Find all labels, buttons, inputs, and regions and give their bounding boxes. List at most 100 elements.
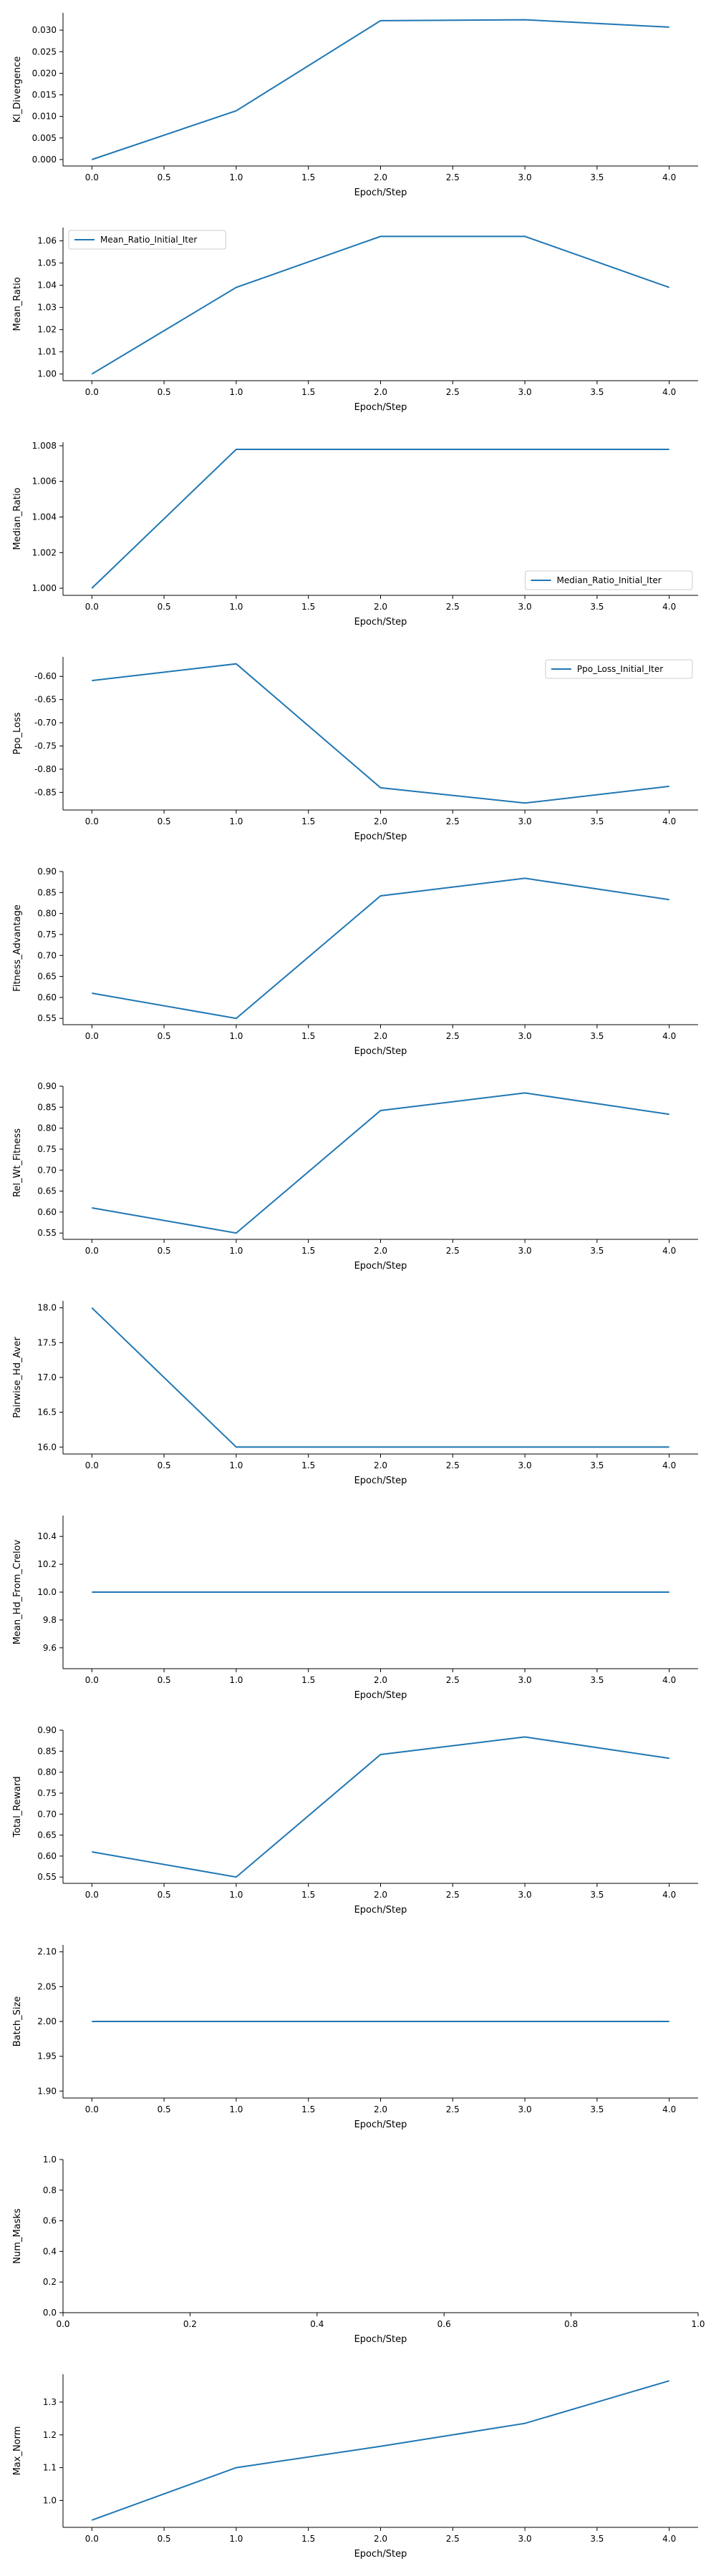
- y-tick-label: 17.0: [37, 1372, 57, 1382]
- x-tick-label: 0.0: [85, 816, 99, 826]
- legend-frame: [525, 570, 693, 590]
- x-tick-label: 1.0: [691, 2319, 705, 2329]
- legend-frame: [545, 659, 693, 679]
- x-tick-label: 2.0: [374, 2534, 387, 2544]
- x-tick-label: 0.0: [85, 2104, 99, 2114]
- x-tick-label: 3.0: [518, 387, 532, 397]
- x-axis-label: Epoch/Step: [354, 617, 407, 628]
- y-tick-label: 16.0: [37, 1442, 57, 1452]
- x-tick-label: 0.5: [158, 602, 171, 612]
- y-tick-label: 0.85: [37, 1102, 57, 1112]
- x-tick-label: 1.0: [229, 1031, 243, 1041]
- x-tick-label: 4.0: [662, 2534, 676, 2544]
- x-tick-label: 2.5: [446, 387, 460, 397]
- chart-panel-0: 0.0 0.5 1.0 1.5 2.0 2.5 3.0 3.5 4.0 0.000 0.005 0.0…: [12, 13, 698, 198]
- y-tick-label: 0.90: [37, 1081, 57, 1091]
- y-tick-label: 0.65: [37, 972, 57, 982]
- y-tick-label: 1.0: [43, 2495, 57, 2505]
- x-tick-label: 3.5: [590, 2104, 604, 2114]
- legend: Median_Ratio_Initial_Iter: [525, 570, 693, 590]
- y-tick-label: 10.4: [37, 1531, 57, 1541]
- x-tick-label: 2.0: [374, 1246, 387, 1256]
- x-tick-label: 2.5: [446, 1890, 460, 1900]
- x-tick-label: 2.0: [374, 1675, 387, 1685]
- x-tick-label: 4.0: [662, 1246, 676, 1256]
- y-tick-label: 1.002: [32, 547, 57, 557]
- y-tick-label: 0.80: [37, 1123, 57, 1133]
- x-tick-label: 2.0: [374, 1460, 387, 1470]
- y-tick-label: 1.02: [37, 325, 57, 335]
- x-tick-label: 0.5: [158, 172, 171, 182]
- y-tick-label: 9.6: [43, 1643, 57, 1653]
- x-tick-label: 4.0: [662, 1675, 676, 1685]
- y-tick-label: 1.06: [37, 236, 57, 246]
- x-tick-label: 0.5: [158, 1460, 171, 1470]
- y-tick-label: 0.8: [43, 2185, 57, 2195]
- x-axis-label: Epoch/Step: [354, 831, 407, 842]
- x-tick-label: 0.6: [437, 2319, 451, 2329]
- x-tick-label: 1.5: [301, 387, 315, 397]
- x-tick-label: 4.0: [662, 1460, 676, 1470]
- y-tick-label: 0.55: [37, 1013, 57, 1023]
- x-tick-label: 4.0: [662, 2104, 676, 2114]
- y-tick-label: -0.75: [34, 741, 57, 751]
- y-tick-label: 0.025: [32, 47, 57, 57]
- x-tick-label: 1.0: [229, 1246, 243, 1256]
- x-tick-label: 4.0: [662, 1890, 676, 1900]
- x-tick-label: 1.0: [229, 602, 243, 612]
- x-tick-label: 3.5: [590, 1031, 604, 1041]
- x-tick-label: 3.0: [518, 602, 532, 612]
- x-tick-label: 0.5: [158, 1675, 171, 1685]
- x-tick-label: 0.0: [85, 1246, 99, 1256]
- x-tick-label: 0.5: [158, 1031, 171, 1041]
- y-tick-label: 0.0: [43, 2308, 57, 2318]
- y-tick-label: 18.0: [37, 1303, 57, 1313]
- x-tick-label: 2.0: [374, 602, 387, 612]
- x-tick-label: 3.5: [590, 1675, 604, 1685]
- series-line: [92, 663, 669, 804]
- y-tick-label: 0.60: [37, 1207, 57, 1217]
- x-tick-label: 3.0: [518, 2104, 532, 2114]
- x-tick-label: 2.5: [446, 2104, 460, 2114]
- y-tick-label: 0.010: [32, 112, 57, 122]
- x-axis-label: Epoch/Step: [354, 1905, 407, 1916]
- y-tick-label: 0.85: [37, 1746, 57, 1756]
- x-tick-label: 1.5: [301, 1031, 315, 1041]
- y-axis-label: Rel_Wt_Fitness: [12, 1128, 23, 1197]
- y-tick-label: 0.000: [32, 155, 57, 165]
- x-tick-label: 3.0: [518, 816, 532, 826]
- y-axis-label: Median_Ratio: [12, 487, 23, 550]
- y-tick-label: 0.55: [37, 1872, 57, 1882]
- x-tick-label: 0.0: [56, 2319, 69, 2329]
- y-tick-label: 1.05: [37, 258, 57, 268]
- x-tick-label: 1.5: [301, 1460, 315, 1470]
- x-tick-label: 0.0: [85, 1675, 99, 1685]
- y-tick-label: 0.75: [37, 1788, 57, 1798]
- x-tick-label: 4.0: [662, 816, 676, 826]
- x-tick-label: 4.0: [662, 1031, 676, 1041]
- x-tick-label: 2.0: [374, 2104, 387, 2114]
- series-line: [92, 1736, 669, 1878]
- y-tick-label: 0.4: [43, 2246, 57, 2256]
- y-tick-label: 0.60: [37, 992, 57, 1002]
- x-tick-label: 2.5: [446, 602, 460, 612]
- x-tick-label: 3.0: [518, 1031, 532, 1041]
- x-tick-label: 3.5: [590, 172, 604, 182]
- x-axis-label: Epoch/Step: [354, 187, 407, 198]
- x-tick-label: 3.5: [590, 1890, 604, 1900]
- x-axis-label: Epoch/Step: [354, 1475, 407, 1486]
- x-tick-label: 2.5: [446, 1246, 460, 1256]
- series-line: [91, 2380, 669, 2521]
- x-tick-label: 3.0: [518, 1675, 532, 1685]
- chart-panel-2: 0.0 0.5 1.0 1.5 2.0 2.5 3.0 3.5 4.0 1.000 1.002 1.0…: [12, 441, 698, 628]
- x-axis-label: Epoch/Step: [354, 2119, 407, 2130]
- legend: Mean_Ratio_Initial_Iter: [68, 230, 226, 250]
- y-tick-label: 1.1: [43, 2463, 57, 2473]
- x-tick-label: 4.0: [662, 172, 676, 182]
- x-tick-label: 3.0: [518, 1246, 532, 1256]
- x-tick-label: 1.5: [301, 2534, 315, 2544]
- x-axis-label: Epoch/Step: [354, 2334, 407, 2345]
- chart-panel-7: 0.0 0.5 1.0 1.5 2.0 2.5 3.0 3.5 4.0 9.6 9.8 10.0 10.…: [12, 1516, 698, 1701]
- y-tick-label: 0.75: [37, 930, 57, 940]
- x-axis-label: Epoch/Step: [354, 2549, 407, 2560]
